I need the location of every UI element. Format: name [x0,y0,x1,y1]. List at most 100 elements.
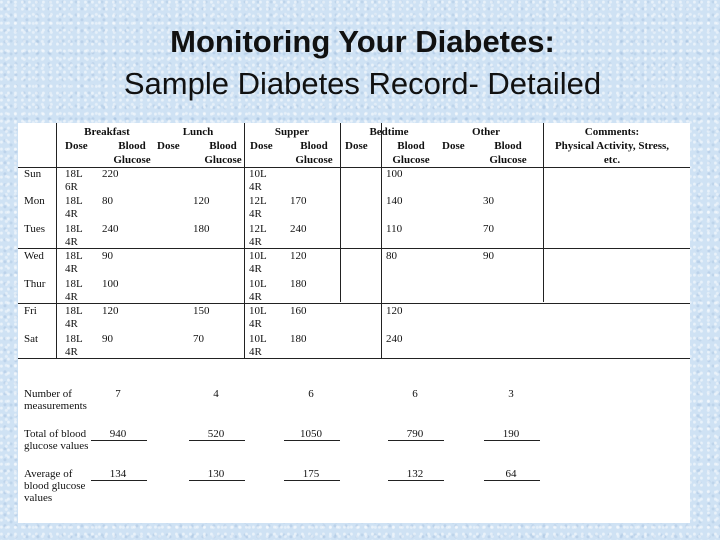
supper-dose: 10L [249,333,267,345]
breakfast-dose: 18L [65,250,83,262]
dose-subheading: Dose [442,140,465,152]
summary-value: 134 [109,468,127,480]
comments-subheading: Physical Activity, Stress, [554,140,670,152]
day-label: Mon [24,195,45,207]
column-group-other: Other [471,126,501,138]
summary-underline [189,480,245,481]
supper-glucose: 120 [290,250,307,262]
lunch-glucose: 120 [193,195,210,207]
dose-subheading: Dose [65,140,88,152]
summary-label: Average of [24,468,73,480]
supper-dose: 4R [249,318,262,330]
day-label: Sat [24,333,39,345]
slide-subtitle: Sample Diabetes Record- Detailed [123,66,602,101]
dose-subheading: Dose [157,140,180,152]
summary-value: 6 [412,388,418,400]
breakfast-glucose: 120 [102,305,119,317]
supper-dose: 10L [249,278,267,290]
lunch-glucose: 150 [193,305,210,317]
supper-dose: 12L [249,223,267,235]
column-group-lunch: Lunch [182,126,214,138]
dose-subheading: Dose [250,140,273,152]
supper-dose: 4R [249,263,262,275]
column-divider [543,123,544,302]
glucose-subheading: Glucose [295,154,333,166]
summary-underline [484,480,540,481]
breakfast-dose: 4R [65,236,78,248]
other-glucose: 30 [483,195,494,207]
summary-label: measurements [24,400,87,412]
slide-title: Monitoring Your Diabetes: [170,24,555,59]
summary-value: 130 [207,468,225,480]
summary-value: 940 [109,428,127,440]
summary-underline [388,440,444,441]
summary-value: 3 [508,388,514,400]
breakfast-dose: 18L [65,168,83,180]
column-group-supper: Supper [274,126,310,138]
summary-value: 64 [505,468,517,480]
supper-dose: 4R [249,208,262,220]
breakfast-dose: 4R [65,346,78,358]
summary-value: 7 [115,388,121,400]
supper-glucose: 180 [290,278,307,290]
table-bottom-rule [18,358,690,359]
summary-value: 132 [406,468,424,480]
glucose-subheading: Glucose [113,154,151,166]
glucose-subheading: Glucose [489,154,527,166]
breakfast-dose: 18L [65,278,83,290]
other-glucose: 70 [483,223,494,235]
breakfast-glucose: 100 [102,278,119,290]
summary-underline [189,440,245,441]
blood-subheading: Blood [209,140,237,152]
bedtime-glucose: 120 [386,305,403,317]
supper-dose: 4R [249,291,262,303]
summary-value: 4 [213,388,219,400]
supper-dose: 10L [249,168,267,180]
breakfast-glucose: 90 [102,250,113,262]
breakfast-glucose: 80 [102,195,113,207]
summary-value: 190 [502,428,520,440]
column-group-comments: Comments: [584,126,640,138]
lunch-glucose: 70 [193,333,204,345]
summary-label: blood glucose [24,480,86,492]
breakfast-dose: 4R [65,208,78,220]
supper-dose: 4R [249,236,262,248]
summary-underline [484,440,540,441]
breakfast-dose: 18L [65,305,83,317]
glucose-subheading: Glucose [392,154,430,166]
supper-dose: 10L [249,250,267,262]
summary-underline [284,440,340,441]
diabetes-record-sheet: Breakfast Lunch Supper Bedtime Other Comments… [18,123,690,523]
summary-value: 175 [302,468,320,480]
summary-value: 520 [207,428,225,440]
day-label: Tues [24,223,45,235]
day-label: Sun [24,168,42,180]
bedtime-glucose: 80 [386,250,397,262]
blood-subheading: Blood [494,140,522,152]
summary-value: 6 [308,388,314,400]
day-label: Fri [24,305,37,317]
column-divider [340,123,341,302]
blood-subheading: Blood [397,140,425,152]
day-label: Wed [24,250,44,262]
breakfast-dose: 18L [65,333,83,345]
supper-dose: 4R [249,346,262,358]
supper-glucose: 180 [290,333,307,345]
dose-subheading: Dose [345,140,368,152]
summary-underline [91,440,147,441]
breakfast-glucose: 240 [102,223,119,235]
supper-dose: 4R [249,181,262,193]
column-divider [56,123,57,359]
lunch-glucose: 180 [193,223,210,235]
column-divider [381,123,382,359]
other-glucose: 90 [483,250,494,262]
summary-label: Number of [24,388,72,400]
comments-subheading: etc. [603,154,621,166]
summary-value: 1050 [300,428,322,440]
breakfast-dose: 6R [65,181,78,193]
bedtime-glucose: 140 [386,195,403,207]
bedtime-glucose: 240 [386,333,403,345]
blood-subheading: Blood [118,140,146,152]
summary-underline [91,480,147,481]
supper-glucose: 160 [290,305,307,317]
